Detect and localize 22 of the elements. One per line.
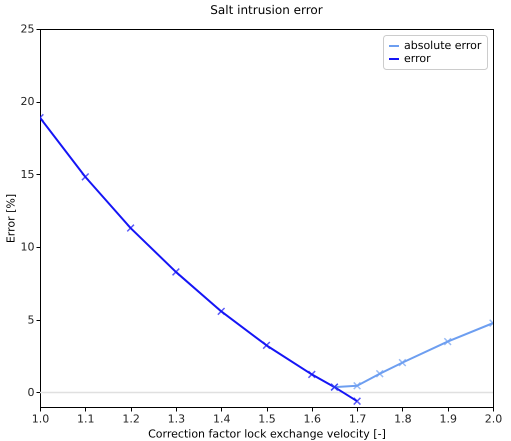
y-axis-title: Error [%]: [4, 194, 18, 244]
x-tick-label: 1.7: [348, 412, 366, 426]
y-tick-label: 10: [20, 240, 34, 254]
y-tick-label: 0: [28, 386, 34, 399]
x-tick-label: 1.1: [77, 412, 95, 426]
y-tick-label: 25: [20, 22, 34, 36]
x-tick-label: 1.0: [32, 412, 50, 426]
y-tick-label: 20: [20, 95, 34, 108]
x-axis-title: Correction factor lock exchange velocity [-]: [148, 428, 386, 440]
legend-label: error: [404, 52, 432, 65]
chart-title: Salt intrusion error: [210, 3, 323, 17]
x-tick-label: 1.9: [439, 412, 457, 426]
x-tick-label: 1.4: [212, 412, 230, 426]
x-tick-label: 1.6: [304, 412, 322, 426]
x-tick-label: 1.2: [122, 412, 140, 426]
y-tick-label: 15: [20, 168, 34, 181]
x-tick-label: 1.3: [168, 412, 186, 426]
y-tick-label: 5: [28, 313, 34, 326]
x-tick-label: 1.8: [394, 412, 412, 426]
legend-label: absolute error: [404, 39, 482, 52]
x-tick-label: 2.0: [484, 412, 502, 426]
x-tick-label: 1.5: [258, 412, 276, 426]
